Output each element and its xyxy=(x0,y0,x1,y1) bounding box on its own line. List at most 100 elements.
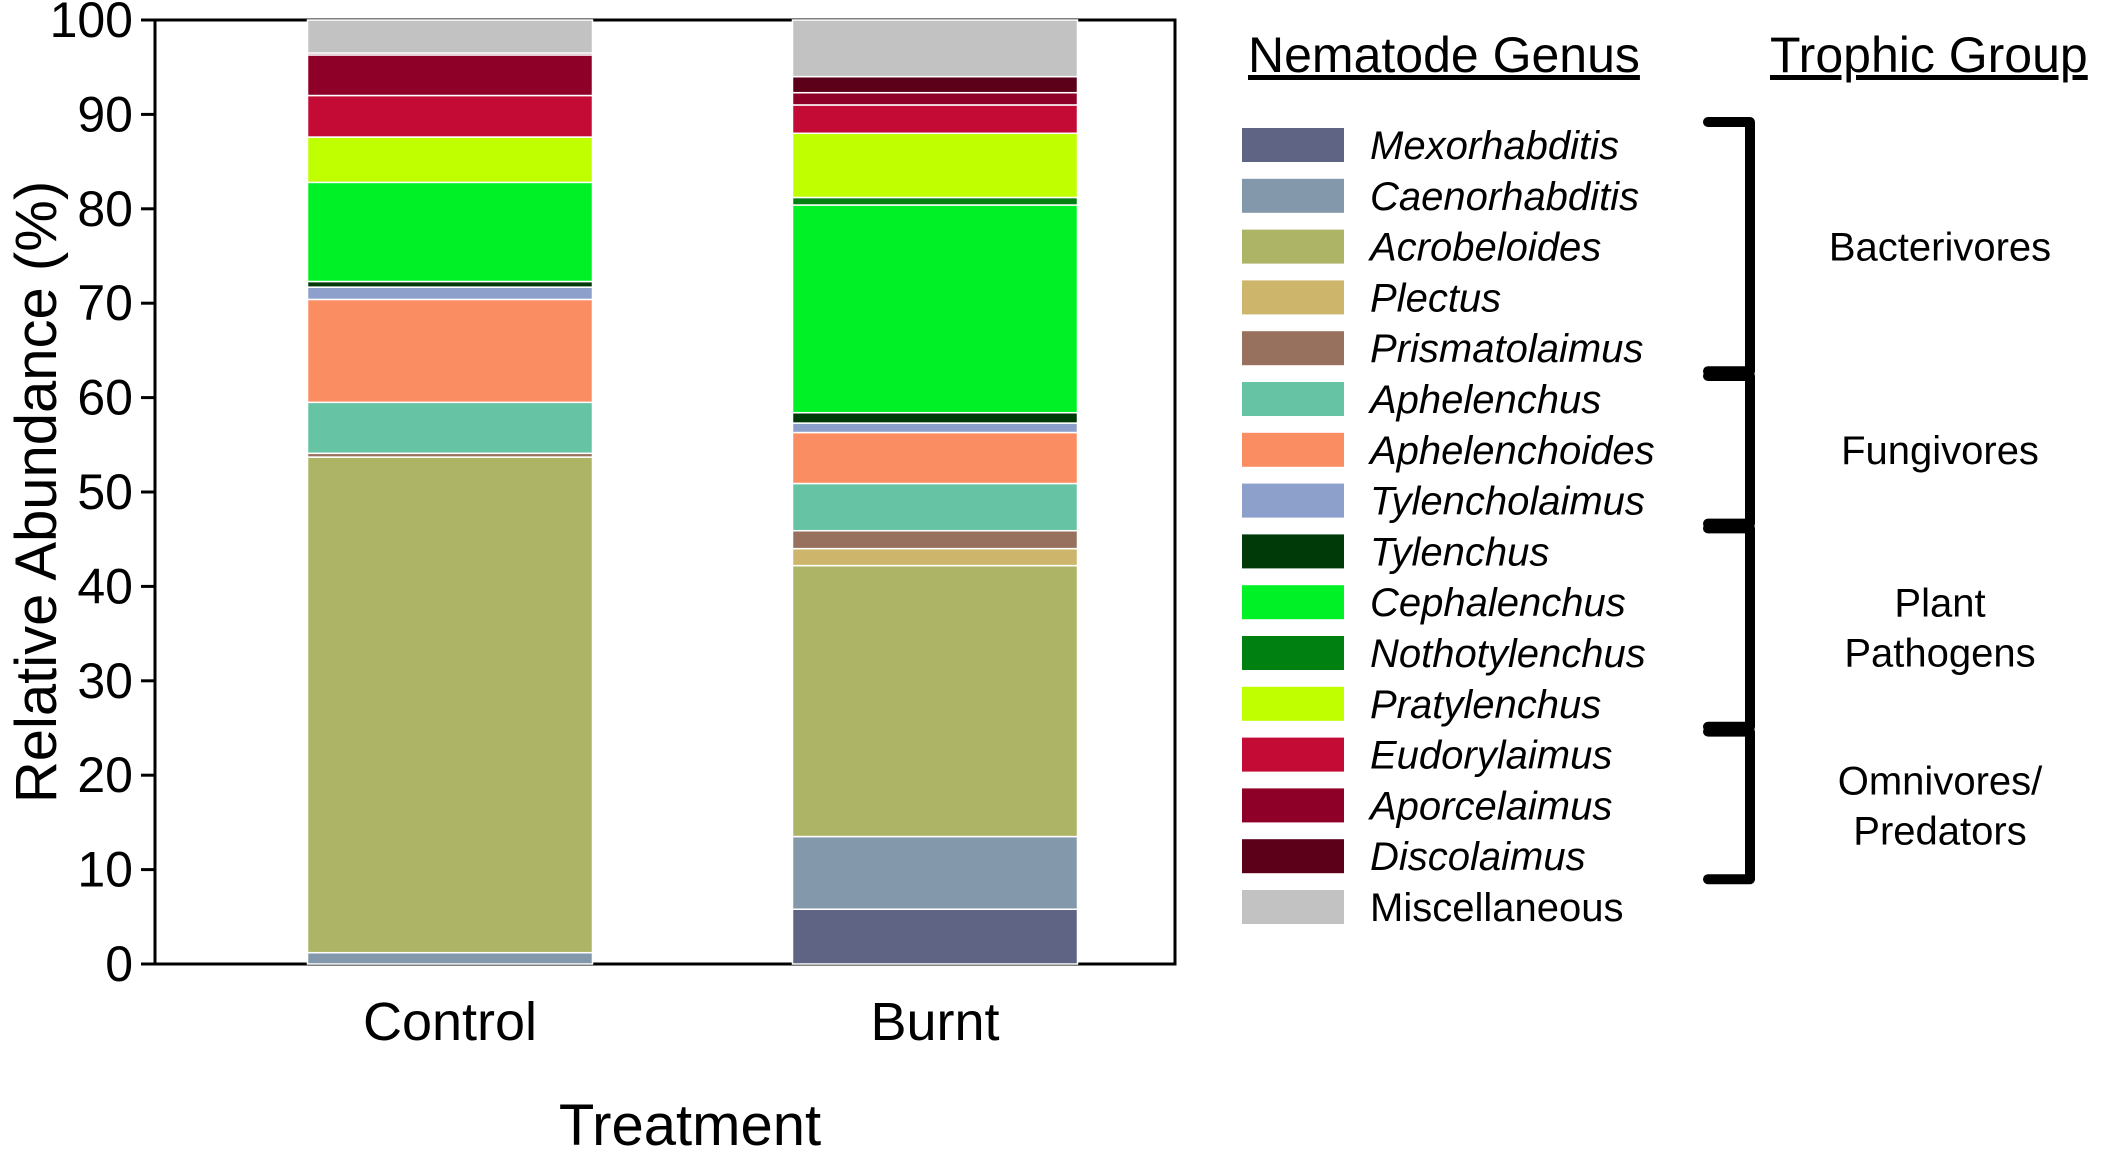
bar-segment-burnt-cephalenchus xyxy=(791,204,1079,414)
legend-swatch-aphelenchus xyxy=(1242,382,1344,416)
group-label-omnivores-predators: Omnivores/ xyxy=(1838,759,2043,803)
bar-segment-control-pratylenchus xyxy=(306,136,594,184)
trophic-groups: Bacterivores Fungivores Plant Pathogens Omni… xyxy=(1703,117,2051,885)
x-tick-label-control: Control xyxy=(363,992,537,1052)
legend-swatch-pratylenchus xyxy=(1242,686,1344,721)
bar-segment-burnt-aporcelaimus xyxy=(791,91,1079,106)
bar-segment-control-eudorylaimus xyxy=(306,94,594,138)
bar-segment-control-aphelenchoides xyxy=(306,298,594,404)
bar-segment-burnt-nothotylenchus xyxy=(791,196,1079,206)
bar-segment-burnt-pratylenchus xyxy=(791,132,1079,199)
legend-label-pratylenchus: Pratylenchus xyxy=(1370,683,1601,727)
legend-item-miscellaneous: Miscellaneous xyxy=(1242,886,1623,930)
legend-swatch-caenorhabditis xyxy=(1242,178,1344,213)
bracket-plant-pathogens xyxy=(1703,523,1755,732)
legend-item-pratylenchus: Pratylenchus xyxy=(1242,683,1601,727)
legend-swatch-nothotylenchus xyxy=(1242,636,1344,670)
y-axis-title: Relative Abundance (%) xyxy=(4,181,69,803)
legend-item-aporcelaimus: Aporcelaimus xyxy=(1242,784,1612,828)
bar-segment-burnt-tylenchus xyxy=(791,411,1079,424)
bar-segment-burnt-aphelenchus xyxy=(791,482,1079,532)
bar-segment-burnt-prismatolaimus xyxy=(791,529,1079,550)
legend-item-tylencholaimus: Tylencholaimus xyxy=(1242,480,1645,524)
y-tick-label-80: 80 xyxy=(77,181,133,237)
legend-swatch-miscellaneous xyxy=(1242,890,1344,924)
bar-segment-burnt-caenorhabditis xyxy=(791,835,1079,910)
bar-segment-control-aphelenchus xyxy=(306,401,594,455)
bar-segment-control-aporcelaimus xyxy=(306,54,594,97)
bracket-bacterivores xyxy=(1703,117,1755,377)
legend-swatch-aphelenchoides xyxy=(1242,432,1344,467)
group-label-fungivores: Fungivores xyxy=(1841,429,2039,473)
legend-item-nothotylenchus: Nothotylenchus xyxy=(1242,632,1646,676)
legend-label-aporcelaimus: Aporcelaimus xyxy=(1368,784,1612,828)
bar-stack-control xyxy=(306,19,594,965)
group-label-plant-pathogens: Plant xyxy=(1894,582,1985,626)
y-axis: 0 10 20 30 40 50 60 70 80 90 100 Relative Abundance… xyxy=(4,0,155,992)
legend-label-nothotylenchus: Nothotylenchus xyxy=(1370,632,1646,676)
bar-segment-burnt-eudorylaimus xyxy=(791,104,1079,135)
legend-label-tylencholaimus: Tylencholaimus xyxy=(1370,480,1645,524)
legend-label-aphelenchus: Aphelenchus xyxy=(1368,378,1601,422)
legend-item-eudorylaimus: Eudorylaimus xyxy=(1242,734,1612,778)
bracket-omnivores-predators xyxy=(1703,726,1755,885)
bar-segment-control-tylencholaimus xyxy=(306,286,594,301)
legend-label-eudorylaimus: Eudorylaimus xyxy=(1370,734,1612,778)
legend-label-aphelenchoides: Aphelenchoides xyxy=(1368,429,1655,473)
y-tick-label-10: 10 xyxy=(77,842,133,898)
y-tick-label-90: 90 xyxy=(77,86,133,142)
legend: Nematode Genus Trophic Group Mexorhabditis… xyxy=(1242,27,2088,930)
legend-swatch-tylencholaimus xyxy=(1242,483,1344,518)
y-tick-label-40: 40 xyxy=(77,558,133,614)
group-label-plant-pathogens: Pathogens xyxy=(1844,632,2035,676)
legend-label-plectus: Plectus xyxy=(1370,276,1501,320)
bar-stack-burnt xyxy=(791,19,1079,965)
bar-segment-control-cephalenchus xyxy=(306,181,594,283)
y-tick-label-20: 20 xyxy=(77,747,133,803)
legend-item-aphelenchoides: Aphelenchoides xyxy=(1242,429,1655,473)
legend-swatch-acrobeloides xyxy=(1242,229,1344,264)
bar-segment-control-caenorhabditis xyxy=(306,951,594,965)
y-tick-label-70: 70 xyxy=(77,275,133,331)
bar-segment-burnt-miscellaneous xyxy=(791,19,1079,78)
legend-item-acrobeloides: Acrobeloides xyxy=(1242,226,1601,270)
legend-item-caenorhabditis: Caenorhabditis xyxy=(1242,175,1639,219)
legend-label-mexorhabditis: Mexorhabditis xyxy=(1370,124,1619,168)
legend-swatch-aporcelaimus xyxy=(1242,788,1344,823)
y-tick-label-30: 30 xyxy=(77,653,133,709)
trophic-group-title: Trophic Group xyxy=(1770,27,2088,83)
group-label-omnivores-predators: Predators xyxy=(1853,809,2026,853)
legend-swatch-tylenchus xyxy=(1242,534,1344,569)
legend-title: Nematode Genus xyxy=(1248,27,1640,83)
bar-stacks xyxy=(306,19,1079,965)
legend-swatch-mexorhabditis xyxy=(1242,128,1344,162)
legend-swatch-plectus xyxy=(1242,280,1344,315)
legend-label-tylenchus: Tylenchus xyxy=(1370,530,1549,574)
legend-item-prismatolaimus: Prismatolaimus xyxy=(1242,327,1643,371)
legend-label-caenorhabditis: Caenorhabditis xyxy=(1370,175,1639,219)
bar-segment-control-acrobeloides xyxy=(306,456,594,954)
bar-segment-burnt-mexorhabditis xyxy=(791,908,1079,965)
legend-swatch-cephalenchus xyxy=(1242,585,1344,620)
legend-label-miscellaneous: Miscellaneous xyxy=(1370,886,1623,930)
legend-label-cephalenchus: Cephalenchus xyxy=(1370,581,1626,625)
x-axis-title: Treatment xyxy=(559,1093,821,1153)
legend-swatch-eudorylaimus xyxy=(1242,737,1344,772)
legend-item-aphelenchus: Aphelenchus xyxy=(1242,378,1601,422)
legend-item-mexorhabditis: Mexorhabditis xyxy=(1242,124,1619,168)
legend-item-discolaimus: Discolaimus xyxy=(1242,835,1586,879)
legend-label-acrobeloides: Acrobeloides xyxy=(1368,226,1601,270)
legend-item-tylenchus: Tylenchus xyxy=(1242,530,1549,574)
bar-segment-burnt-discolaimus xyxy=(791,75,1079,94)
bar-segment-burnt-plectus xyxy=(791,547,1079,567)
bar-segment-burnt-tylencholaimus xyxy=(791,422,1079,434)
x-axis: Control Burnt Treatment xyxy=(363,992,1000,1153)
x-tick-label-burnt: Burnt xyxy=(870,992,999,1052)
bar-segment-burnt-aphelenchoides xyxy=(791,431,1079,485)
y-tick-label-60: 60 xyxy=(77,370,133,426)
y-tick-label-50: 50 xyxy=(77,464,133,520)
legend-swatch-prismatolaimus xyxy=(1242,331,1344,366)
legend-item-cephalenchus: Cephalenchus xyxy=(1242,581,1626,625)
